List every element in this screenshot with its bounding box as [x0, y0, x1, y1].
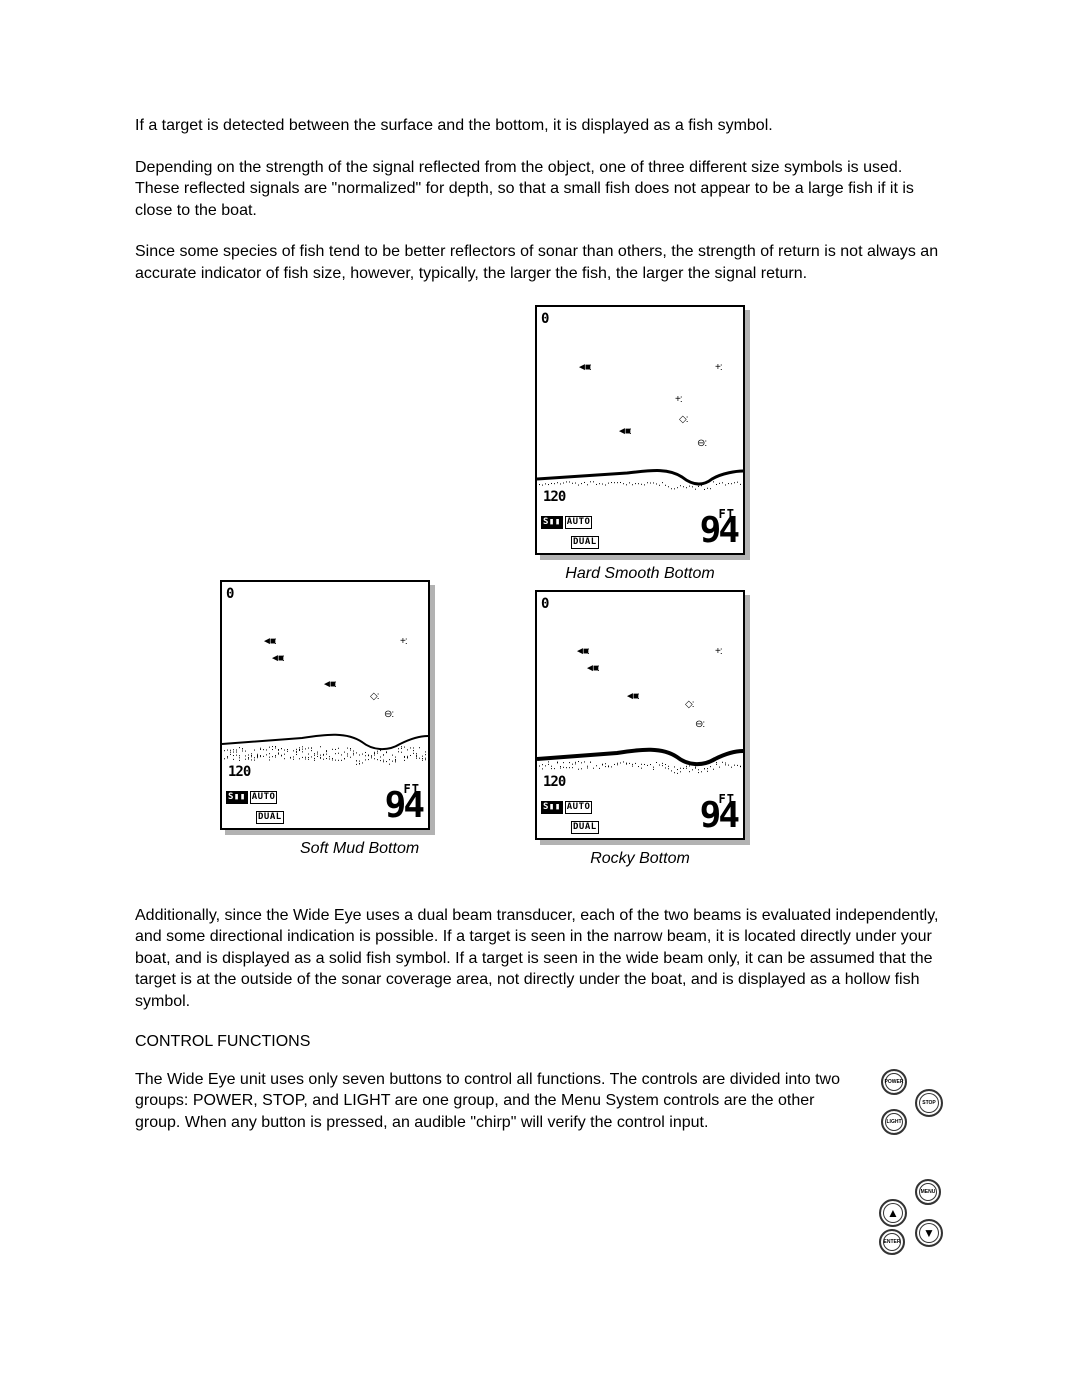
- enter-label: ENTER: [884, 1239, 901, 1245]
- surface-line: [244, 591, 424, 593]
- dual-indicator: DUAL: [256, 811, 284, 824]
- snr-indicator: S▮▮: [541, 516, 563, 529]
- depth-range-label: 120: [543, 489, 565, 505]
- figure-caption-hard: Hard Smooth Bottom: [535, 565, 745, 583]
- document-page: If a target is detected between the surf…: [0, 0, 1080, 1397]
- menu-button[interactable]: MENU: [915, 1179, 941, 1205]
- fish-symbol-solid: [625, 692, 638, 702]
- light-button[interactable]: LIGHT: [881, 1109, 907, 1135]
- heading-control-functions: CONTROL FUNCTIONS: [135, 1033, 945, 1051]
- paragraph-3: Since some species of fish tend to be be…: [135, 241, 945, 284]
- figures-area: 0 120 S▮▮ AUTO DUAL FT 94 Hard Smooth Bo…: [135, 305, 945, 895]
- depth-zero: 0: [541, 311, 548, 327]
- fish-symbol-flat: [697, 439, 706, 449]
- fish-symbol-small-solid: [715, 363, 722, 373]
- big-depth-reading: 94: [385, 788, 422, 824]
- sonar-figure-soft: 0 120 S▮▮ AUTO DUAL FT 94 Soft Mud Botto…: [220, 580, 510, 858]
- down-button[interactable]: ▼: [915, 1219, 943, 1247]
- fish-symbol-solid: [322, 680, 335, 690]
- fish-symbol-flat: [695, 720, 704, 730]
- dual-indicator: DUAL: [571, 536, 599, 549]
- fish-symbol-solid: [270, 654, 283, 664]
- sonar-screen: 0 120 S▮▮ AUTO DUAL FT 94: [535, 305, 745, 555]
- auto-indicator: AUTO: [565, 516, 593, 529]
- light-label: LIGHT: [887, 1119, 902, 1125]
- fish-symbol-hollow: [370, 692, 378, 702]
- fish-symbol-solid: [262, 637, 275, 647]
- up-button[interactable]: ▲: [879, 1199, 907, 1227]
- stop-label: STOP: [922, 1100, 936, 1106]
- depth-zero: 0: [226, 586, 233, 602]
- figure-caption-soft: Soft Mud Bottom: [300, 840, 510, 858]
- snr-indicator: S▮▮: [541, 801, 563, 814]
- depth-zero: 0: [541, 596, 548, 612]
- stop-button[interactable]: STOP: [915, 1089, 943, 1117]
- indicator-row: S▮▮ AUTO DUAL: [541, 801, 599, 834]
- depth-range-label: 120: [228, 764, 250, 780]
- auto-indicator: AUTO: [565, 801, 593, 814]
- paragraph-1: If a target is detected between the surf…: [135, 115, 945, 137]
- control-section: The Wide Eye unit uses only seven button…: [135, 1069, 945, 1134]
- power-label: POWER: [885, 1079, 904, 1085]
- paragraph-4: Additionally, since the Wide Eye uses a …: [135, 905, 945, 1013]
- down-arrow-icon: ▼: [923, 1227, 935, 1239]
- paragraph-2: Depending on the strength of the signal …: [135, 157, 945, 222]
- fish-symbol-solid: [575, 647, 588, 657]
- figure-caption-rocky: Rocky Bottom: [535, 850, 745, 868]
- snr-indicator: S▮▮: [226, 791, 248, 804]
- indicator-row: S▮▮ AUTO DUAL: [541, 516, 599, 549]
- surface-line: [559, 601, 739, 603]
- fish-symbol-small-solid: [715, 647, 722, 657]
- fish-symbol-hollow: [679, 415, 687, 425]
- fish-symbol-solid: [617, 427, 630, 437]
- power-button[interactable]: POWER: [881, 1069, 907, 1095]
- dual-indicator: DUAL: [571, 821, 599, 834]
- menu-label: MENU: [921, 1189, 936, 1195]
- fish-symbol-flat: [384, 710, 393, 720]
- big-depth-reading: 94: [700, 798, 737, 834]
- depth-range-label: 120: [543, 774, 565, 790]
- fish-symbol-solid: [585, 664, 598, 674]
- sonar-screen: 0 120 S▮▮ AUTO DUAL FT 94: [535, 590, 745, 840]
- fish-symbol-small-solid: [400, 637, 407, 647]
- fish-symbol-small-solid: [675, 395, 682, 405]
- big-depth-reading: 94: [700, 513, 737, 549]
- auto-indicator: AUTO: [250, 791, 278, 804]
- fish-symbol-solid: [577, 363, 590, 373]
- fish-symbol-hollow: [685, 700, 693, 710]
- indicator-row: S▮▮ AUTO DUAL: [226, 791, 284, 824]
- up-arrow-icon: ▲: [887, 1207, 899, 1219]
- sonar-screen: 0 120 S▮▮ AUTO DUAL FT 94: [220, 580, 430, 830]
- surface-line: [559, 316, 739, 318]
- paragraph-5: The Wide Eye unit uses only seven button…: [135, 1069, 855, 1134]
- sonar-figure-hard: 0 120 S▮▮ AUTO DUAL FT 94 Hard Smooth Bo…: [535, 305, 745, 583]
- enter-button[interactable]: ENTER: [879, 1229, 905, 1255]
- sonar-figure-rocky: 0 120 S▮▮ AUTO DUAL FT 94 Rocky Bottom: [535, 590, 745, 868]
